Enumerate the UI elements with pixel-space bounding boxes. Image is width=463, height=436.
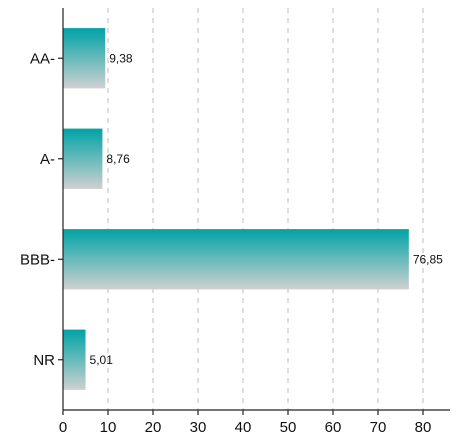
gridlines (107, 8, 424, 410)
bars (63, 28, 409, 390)
x-tick-label: 20 (145, 419, 162, 436)
y-tick-label: NR (33, 352, 55, 369)
x-tick-label: 80 (415, 419, 432, 436)
x-tick-label: 40 (235, 419, 252, 436)
y-tick-label: A- (40, 151, 55, 168)
data-label: 8,76 (106, 152, 130, 166)
data-label: 5,01 (90, 353, 114, 367)
y-tick-label: BBB- (20, 251, 55, 268)
bar (63, 229, 409, 290)
x-tick-label: 60 (325, 419, 342, 436)
labels: 9,38 AA- 8,76 A- 76,85 BBB- 5,01 NR 0 10 20 30 40 50 6… (20, 50, 443, 436)
y-tick-label: AA- (30, 50, 55, 67)
x-tick-label: 70 (370, 419, 387, 436)
x-tick-label: 10 (100, 419, 117, 436)
data-label: 9,38 (109, 51, 133, 65)
bar (63, 128, 103, 189)
x-tick-label: 0 (59, 419, 67, 436)
x-tick-label: 30 (190, 419, 207, 436)
axes (58, 8, 450, 415)
data-label: 76,85 (413, 252, 443, 266)
bar (63, 329, 86, 390)
x-tick-label: 50 (280, 419, 297, 436)
bar (63, 28, 106, 89)
